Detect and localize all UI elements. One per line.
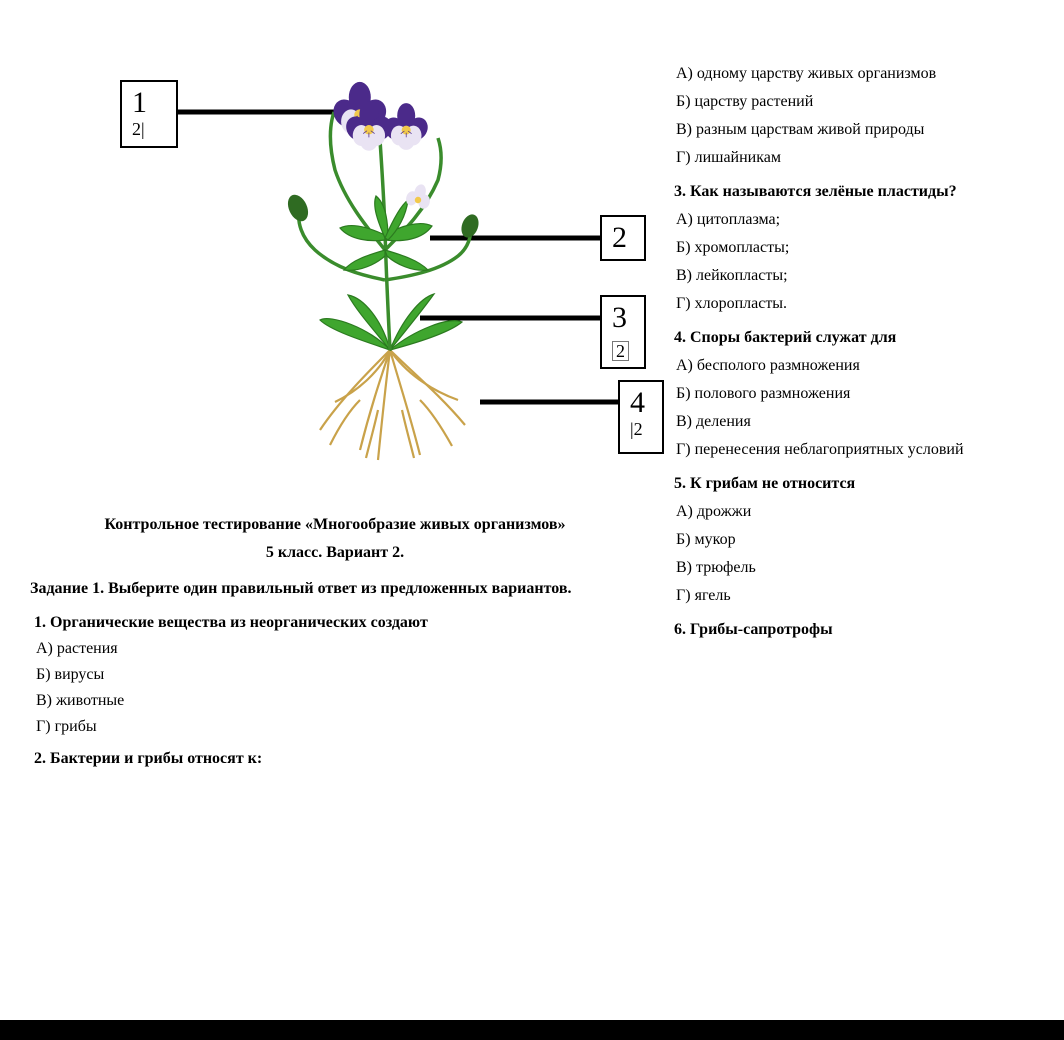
diagram-label-4: 4 |2 xyxy=(618,380,664,454)
q5-c: В) трюфель xyxy=(676,559,1040,577)
label-3-main: 3 xyxy=(612,301,627,334)
q2-c: В) разным царствам живой природы xyxy=(676,121,1040,139)
task-1-heading: Задание 1. Выберите один правильный отве… xyxy=(30,580,640,598)
q4-c: В) деления xyxy=(676,413,1040,431)
plant-svg xyxy=(120,50,640,480)
diagram-label-2: 2 xyxy=(600,215,646,261)
q3-d: Г) хлоропласты. xyxy=(676,295,1040,313)
diagram-label-1: 1 2| xyxy=(120,80,178,148)
label-4-sub: |2 xyxy=(630,420,652,438)
q4-a: А) бесполого размножения xyxy=(676,357,1040,375)
page: 1 2| 2 3 2 4 |2 Контрольное тестирование… xyxy=(0,0,1064,1040)
q4-d: Г) перенесения неблагоприятных условий xyxy=(676,441,1040,459)
label-1-main: 1 xyxy=(132,86,147,119)
q2-a: А) одному царству живых организмов xyxy=(676,65,1040,83)
q1-title: 1. Органические вещества из неорганическ… xyxy=(34,614,640,632)
q6-title: 6. Грибы-сапротрофы xyxy=(674,621,1040,639)
q3-b: Б) хромопласты; xyxy=(676,239,1040,257)
bottom-bar xyxy=(0,1020,1064,1040)
q2-b: Б) царству растений xyxy=(676,93,1040,111)
right-column: А) одному царству живых организмов Б) ца… xyxy=(670,55,1040,649)
q2-d: Г) лишайникам xyxy=(676,149,1040,167)
q3-title: 3. Как называются зелёные пластиды? xyxy=(674,183,1040,201)
q3-a: А) цитоплазма; xyxy=(676,211,1040,229)
plant-diagram: 1 2| 2 3 2 4 |2 xyxy=(120,50,640,480)
q4-title: 4. Споры бактерий служат для xyxy=(674,329,1040,347)
q5-a: А) дрожжи xyxy=(676,503,1040,521)
left-column: Контрольное тестирование «Многообразие ж… xyxy=(30,510,640,776)
label-3-sub: 2 xyxy=(612,341,629,361)
q1-b: Б) вирусы xyxy=(36,666,640,684)
q5-title: 5. К грибам не относится xyxy=(674,475,1040,493)
q2-title: 2. Бактерии и грибы относят к: xyxy=(34,750,640,768)
label-4-main: 4 xyxy=(630,386,645,419)
q1-a: А) растения xyxy=(36,640,640,658)
label-1-sub: 2| xyxy=(132,120,166,138)
q5-d: Г) ягель xyxy=(676,587,1040,605)
q5-b: Б) мукор xyxy=(676,531,1040,549)
test-title: Контрольное тестирование «Многообразие ж… xyxy=(30,516,640,534)
q3-c: В) лейкопласты; xyxy=(676,267,1040,285)
q4-b: Б) полового размножения xyxy=(676,385,1040,403)
diagram-label-3: 3 2 xyxy=(600,295,646,369)
q1-c: В) животные xyxy=(36,692,640,710)
q1-d: Г) грибы xyxy=(36,718,640,736)
label-2-main: 2 xyxy=(612,221,627,254)
test-subtitle: 5 класс. Вариант 2. xyxy=(30,544,640,562)
